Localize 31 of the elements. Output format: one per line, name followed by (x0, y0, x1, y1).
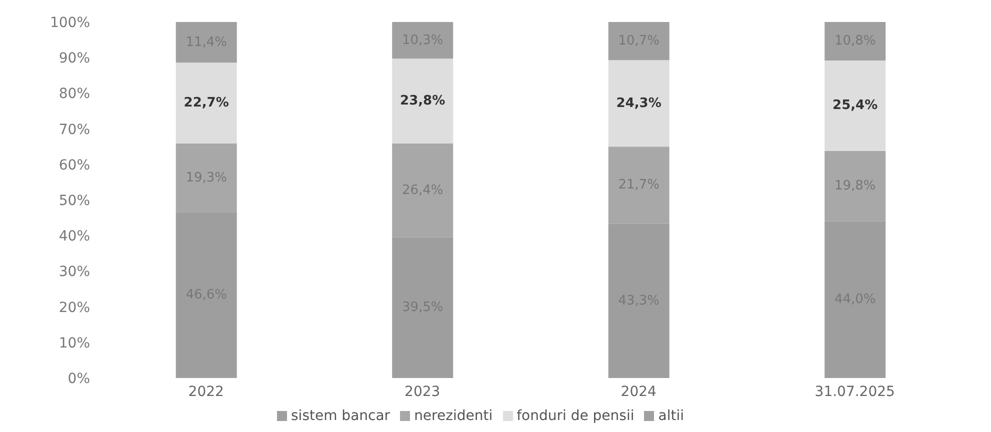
data-label: 24,3% (616, 96, 662, 111)
y-tick-label: 80% (58, 86, 90, 102)
bar (824, 60, 886, 151)
bar (392, 22, 454, 59)
bar (608, 22, 670, 60)
legend-label: altii (658, 408, 684, 424)
data-label: 22,7% (184, 95, 229, 110)
y-tick-label: 20% (58, 300, 90, 316)
y-tick-label: 0% (68, 370, 90, 387)
bar (392, 58, 454, 144)
y-tick-label: 60% (58, 157, 90, 174)
y-tick-label: 100% (50, 14, 90, 31)
bar (608, 60, 670, 147)
legend-label: nerezidenti (414, 408, 493, 424)
y-tick-label: 30% (58, 264, 90, 280)
bar (824, 22, 886, 60)
y-tick-label: 50% (58, 192, 90, 209)
bar (176, 22, 237, 63)
data-label: 25,4% (832, 98, 878, 114)
x-tick-label: 2022 (188, 384, 224, 400)
x-tick-label: 31.07.2025 (814, 384, 895, 400)
data-label: 23,8% (400, 94, 446, 109)
y-tick-label: 70% (58, 122, 90, 138)
x-tick-label: 2023 (404, 384, 440, 400)
y-tick-label: 90% (58, 50, 90, 67)
legend-label: fonduri de pensii (516, 408, 634, 424)
bar (176, 62, 237, 144)
y-tick-label: 40% (58, 228, 90, 245)
y-tick-label: 10% (58, 335, 90, 352)
legend-label: sistem bancar (291, 408, 390, 424)
x-tick-label: 2024 (620, 384, 657, 400)
